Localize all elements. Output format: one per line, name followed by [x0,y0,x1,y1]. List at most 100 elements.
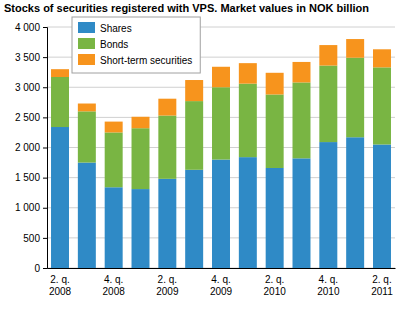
bar [105,132,123,187]
legend-label: Short-term securities [100,55,192,66]
tick-label-line: 2010 [264,286,287,297]
tick-label: 0 [34,263,40,274]
bar [158,116,176,179]
bar [319,142,337,268]
bar [212,160,230,268]
tick-label: 2. q.2008 [49,274,72,297]
tick-label: 2. q.2011 [371,274,393,297]
grid [47,27,395,268]
tick: 1 500 [15,172,47,183]
tick-label-line: 2010 [317,286,340,297]
bar [78,111,96,162]
y-axis: 0 500 1 000 1 500 2 000 2 500 3 000 3 500 4 000 [15,22,48,274]
bar [51,77,69,127]
bar [78,104,96,112]
bar [132,128,150,189]
tick-mark [43,27,47,28]
axis-line [48,268,396,269]
tick: 4. q.2010 [317,274,340,297]
tick: 2 000 [15,142,47,153]
bar [319,45,337,65]
legend-swatch [78,22,95,33]
tick-label-line: 2009 [156,286,179,297]
bar [185,170,203,268]
tick-label: 2. q.2009 [156,274,179,297]
legend: Shares Bonds Short-term securities [72,17,200,73]
tick-label-line: 2009 [210,286,233,297]
tick-label-line: 4. q. [104,274,123,285]
legend-swatch [78,38,95,49]
bar [239,63,257,83]
bar [373,67,391,144]
tick: 2. q.2011 [371,274,393,297]
tick-mark [43,238,47,239]
tick: 1 000 [15,202,47,213]
tick-label: 4 000 [15,22,40,33]
tick-label: 2 500 [15,112,40,123]
bar [266,94,284,168]
tick: 2 500 [15,112,47,123]
bar [105,122,123,133]
bar [132,189,150,268]
tick-mark [43,57,47,58]
tick-label: 1 000 [15,202,40,213]
tick-label: 3 500 [15,52,40,63]
bar [185,80,203,101]
tick-mark [43,117,47,118]
axis-line [43,28,48,269]
tick: 4. q.2008 [103,274,126,297]
bar [319,66,337,143]
tick-label: 3 000 [15,82,40,93]
bar [78,163,96,268]
bar [239,84,257,158]
tick-label: 2 000 [15,142,40,153]
bar [185,101,203,170]
tick-label-line: 4. q. [211,274,230,285]
tick: 4 000 [15,22,47,33]
tick-label-line: 2. q. [158,274,177,285]
tick-label: 4. q.2008 [103,274,126,297]
bar [212,67,230,87]
tick-mark [43,268,47,269]
tick-label: 4. q.2009 [210,274,233,297]
bar [346,137,364,268]
bar [158,99,176,116]
tick-label: 4. q.2010 [317,274,340,297]
tick-label: 2. q.2010 [264,274,287,297]
bar [266,73,284,95]
bar [346,39,364,58]
bar [105,187,123,268]
bar [373,144,391,268]
bar [346,58,364,138]
bar [373,49,391,67]
bar [239,157,257,268]
bar [293,62,311,82]
legend-label: Bonds [100,39,128,50]
tick: 500 [23,233,47,244]
tick-label: 500 [23,233,40,244]
bar [293,158,311,268]
tick: 4. q.2009 [210,274,233,297]
tick-label: 1 500 [15,172,40,183]
bar [51,69,69,77]
tick-mark [43,178,47,179]
tick: 3 000 [15,82,47,93]
tick-label-line: 2011 [371,286,393,297]
tick: 2. q.2009 [156,274,179,297]
tick-label-line: 2. q. [372,274,391,285]
bar [158,179,176,268]
tick-label-line: 2008 [103,286,126,297]
bar [212,87,230,159]
x-axis: 2. q.20084. q.20082. q.20094. q.20092. q… [48,269,396,297]
tick: 2. q.2010 [264,274,287,297]
legend-label: Shares [100,23,132,34]
bar [266,168,284,268]
tick-label-line: 2. q. [265,274,284,285]
tick: 0 [34,263,47,274]
legend-swatch [78,54,95,65]
tick-label-line: 2. q. [50,274,69,285]
tick-label-line: 4. q. [319,274,338,285]
tick: 3 500 [15,52,47,63]
tick-mark [43,87,47,88]
bar [293,82,311,158]
